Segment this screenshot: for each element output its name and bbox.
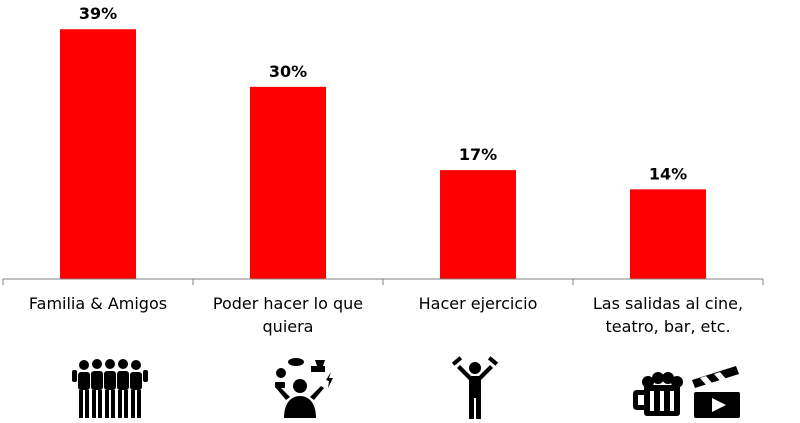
juggling-person-icon <box>275 358 333 418</box>
data-labels-group: 39% 30% 17% 14% <box>79 4 687 183</box>
category-label-poder-hacer: Poder hacer lo que quiera <box>193 292 383 338</box>
x-axis <box>2 278 764 285</box>
data-label-2: 30% <box>269 62 307 81</box>
category-label-salidas: Las salidas al cine, teatro, bar, etc. <box>573 292 763 338</box>
data-label-4: 14% <box>649 164 687 183</box>
data-label-3: 17% <box>459 145 497 164</box>
group-of-friends-icon <box>72 359 148 418</box>
beer-and-clapperboard-icon <box>633 366 740 418</box>
category-label-familia-amigos: Familia & Amigos <box>3 292 193 315</box>
category-label-line: teatro, bar, etc. <box>605 317 731 336</box>
category-label-line: Las salidas al cine, <box>592 294 744 313</box>
data-label-1: 39% <box>79 4 117 23</box>
category-label-line: Hacer ejercicio <box>418 294 538 313</box>
bar-2 <box>250 86 326 279</box>
bars-group <box>60 29 706 280</box>
category-label-line: quiera <box>262 317 314 336</box>
category-label-hacer-ejercicio: Hacer ejercicio <box>383 292 573 315</box>
category-label-line: Familia & Amigos <box>28 294 168 313</box>
bar-3 <box>440 170 516 279</box>
bar-1 <box>60 29 136 280</box>
exercising-person-icon <box>451 356 499 419</box>
bar-4 <box>630 189 706 279</box>
category-label-line: Poder hacer lo que <box>212 294 364 313</box>
